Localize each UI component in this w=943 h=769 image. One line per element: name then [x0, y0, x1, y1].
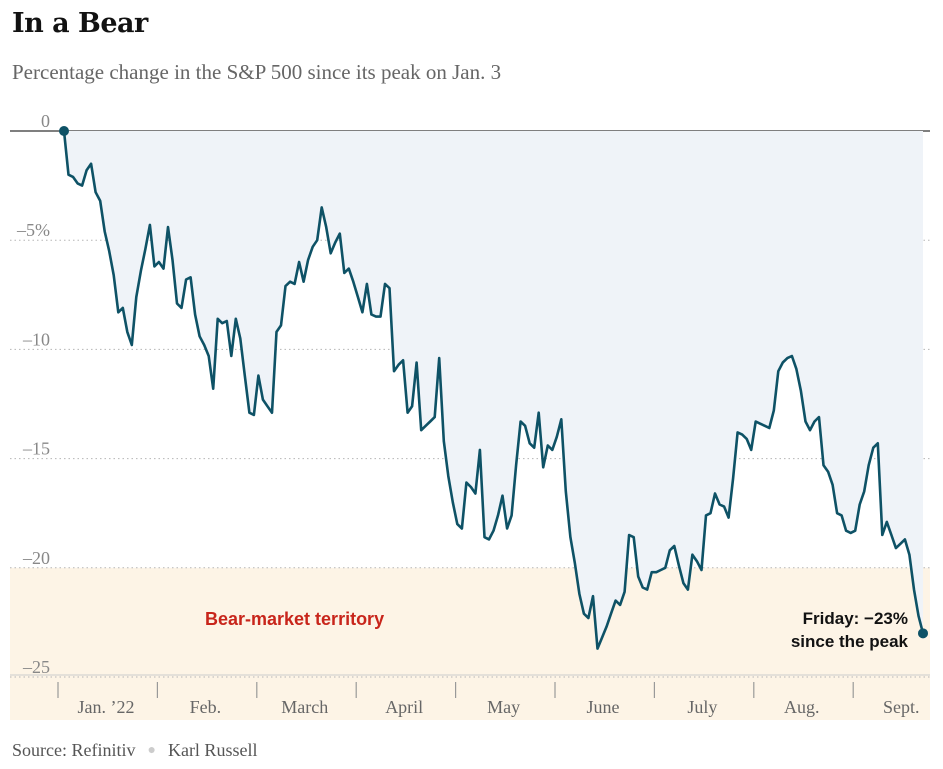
- end-point-marker: [918, 628, 928, 639]
- x-tick-label: Aug.: [784, 697, 820, 717]
- x-tick-label: Jan. ’22: [78, 697, 135, 717]
- x-tick-label: April: [385, 697, 423, 717]
- bear-zone-label: Bear-market territory: [205, 609, 384, 629]
- y-tick-label: 0: [41, 111, 50, 131]
- x-tick-label: Sept.: [883, 697, 920, 717]
- x-tick-label: June: [587, 697, 620, 717]
- chart-subtitle: Percentage change in the S&P 500 since i…: [12, 60, 502, 84]
- x-tick-label: July: [687, 697, 717, 717]
- source-line: Source: Refinitiv ● Karl Russell: [12, 740, 257, 761]
- sp500-series-line: [62, 129, 925, 650]
- callout-line-2: since the peak: [791, 632, 909, 651]
- callout-line-1: Friday: −23%: [803, 609, 908, 628]
- author-credit: Karl Russell: [167, 740, 258, 760]
- y-tick-label: –25: [22, 657, 50, 677]
- x-tick-label: March: [281, 697, 328, 717]
- y-tick-label: –15: [22, 439, 50, 459]
- x-tick-label: Feb.: [190, 697, 222, 717]
- bear-market-zone: [10, 567, 930, 720]
- x-tick-label: May: [487, 697, 520, 717]
- drawdown-area: [64, 131, 923, 649]
- sp500-drawdown-chart: 0 –5% –10 –15 –20 –25 Jan. ’22 Feb. March April Ma…: [10, 111, 930, 720]
- separator-dot-icon: ●: [147, 743, 156, 758]
- y-tick-label: –10: [22, 329, 50, 349]
- y-tick-label: –20: [22, 548, 50, 568]
- start-point-marker: [59, 126, 69, 136]
- y-tick-label: –5%: [16, 220, 50, 240]
- chart-title: In a Bear: [12, 8, 148, 39]
- source-label: Source: Refinitiv: [12, 740, 136, 760]
